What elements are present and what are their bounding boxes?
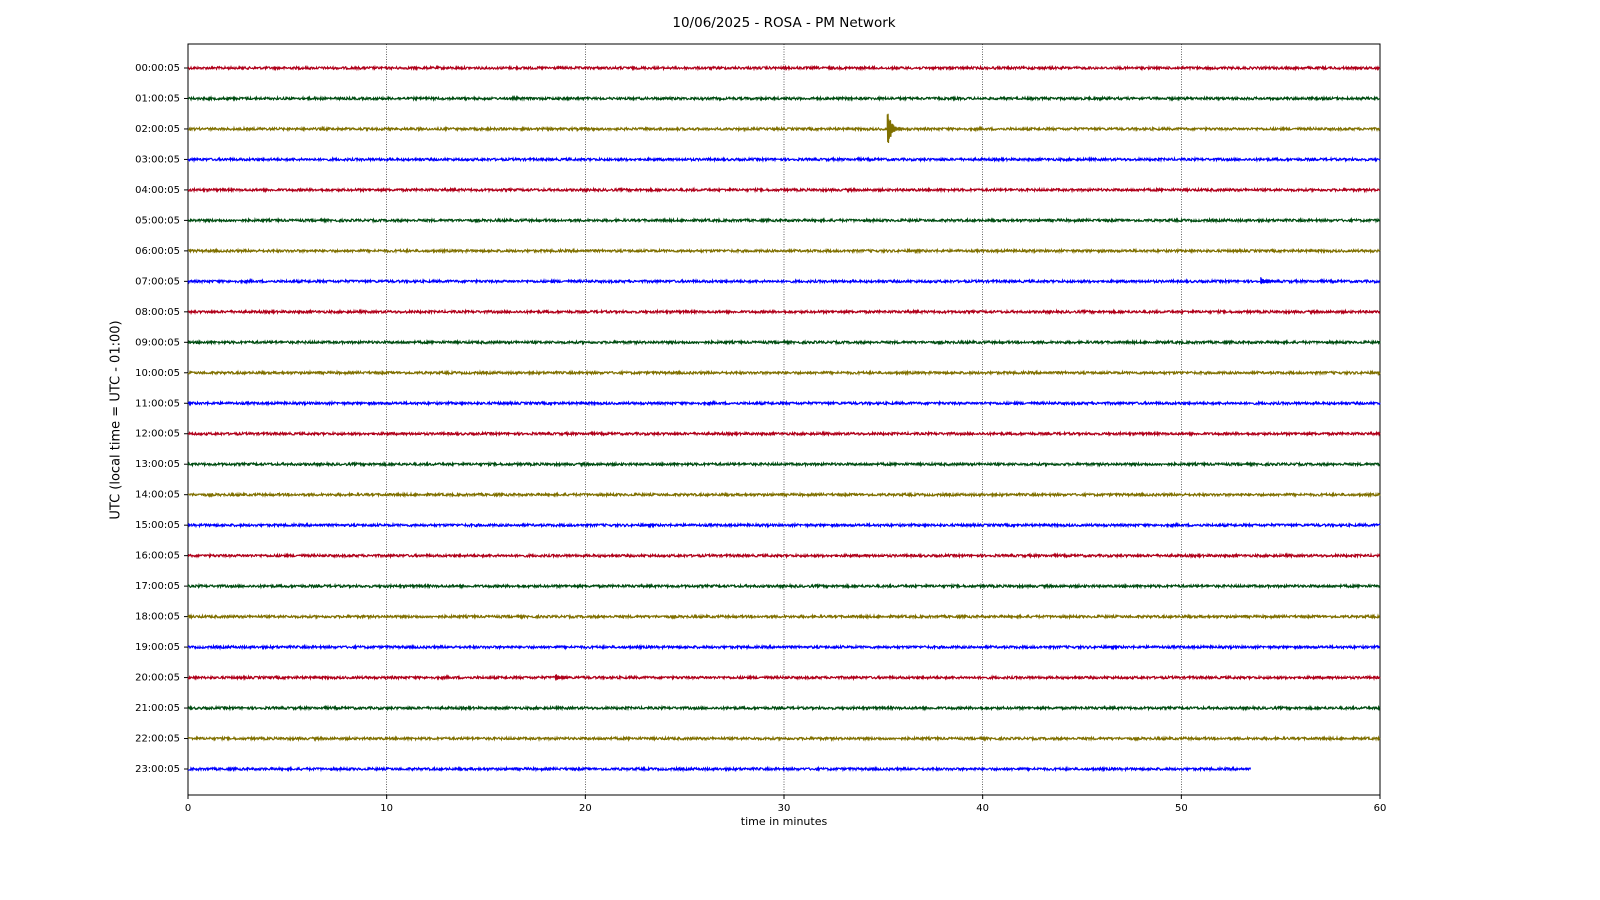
y-tick-label: 02:00:05 [135,124,180,135]
trace [187,186,1381,194]
trace [187,552,1381,560]
y-tick-label: 21:00:05 [135,703,180,714]
y-tick-label: 20:00:05 [135,673,180,684]
x-tick-label: 40 [976,803,989,814]
chart-title: 10/06/2025 - ROSA - PM Network [672,15,895,31]
y-tick-label: 07:00:05 [135,276,180,287]
trace [187,704,1381,712]
y-tick-label: 17:00:05 [135,581,180,592]
trace [187,674,1381,682]
trace [187,338,1381,346]
y-tick-label: 04:00:05 [135,185,180,196]
x-tick-label: 20 [579,803,592,814]
y-axis-label: UTC (local time = UTC - 01:00) [109,320,124,519]
trace [187,64,1381,72]
trace [187,765,1252,773]
y-tick-label: 06:00:05 [135,246,180,257]
trace [187,277,1381,285]
y-tick-label: 12:00:05 [135,429,180,440]
x-tick-label: 0 [185,803,191,814]
trace [187,613,1381,621]
trace [187,94,1381,102]
y-tick-label: 01:00:05 [135,93,180,104]
seismic-event [886,113,904,144]
x-tick-label: 10 [380,803,393,814]
y-tick-label: 11:00:05 [135,398,180,409]
y-tick-label: 13:00:05 [135,459,180,470]
y-tick-label: 16:00:05 [135,551,180,562]
y-tick-label: 18:00:05 [135,612,180,623]
y-tick-label: 10:00:05 [135,368,180,379]
y-tick-label: 19:00:05 [135,642,180,653]
y-tick-label: 14:00:05 [135,490,180,501]
y-tick-label: 23:00:05 [135,764,180,775]
trace [187,430,1381,438]
trace [187,734,1381,743]
trace [187,521,1381,529]
trace [187,460,1381,468]
y-tick-label: 05:00:05 [135,215,180,226]
x-tick-label: 50 [1175,803,1188,814]
x-tick-label: 30 [778,803,791,814]
trace [187,491,1381,499]
trace [187,216,1381,224]
y-tick-label: 09:00:05 [135,337,180,348]
y-tick-label: 08:00:05 [135,307,180,318]
y-tick-label: 15:00:05 [135,520,180,531]
trace [187,399,1381,407]
trace [187,308,1381,316]
trace [187,247,1381,255]
x-tick-label: 60 [1374,803,1387,814]
y-tick-label: 22:00:05 [135,734,180,745]
seismic-event [1260,277,1277,285]
trace [187,155,1381,163]
trace [187,582,1381,590]
trace [187,125,1381,133]
x-axis-label: time in minutes [741,815,828,828]
y-tick-label: 00:00:05 [135,63,180,74]
trace [187,369,1381,377]
trace [187,643,1381,651]
y-tick-label: 03:00:05 [135,154,180,165]
seismic-event [554,674,572,681]
